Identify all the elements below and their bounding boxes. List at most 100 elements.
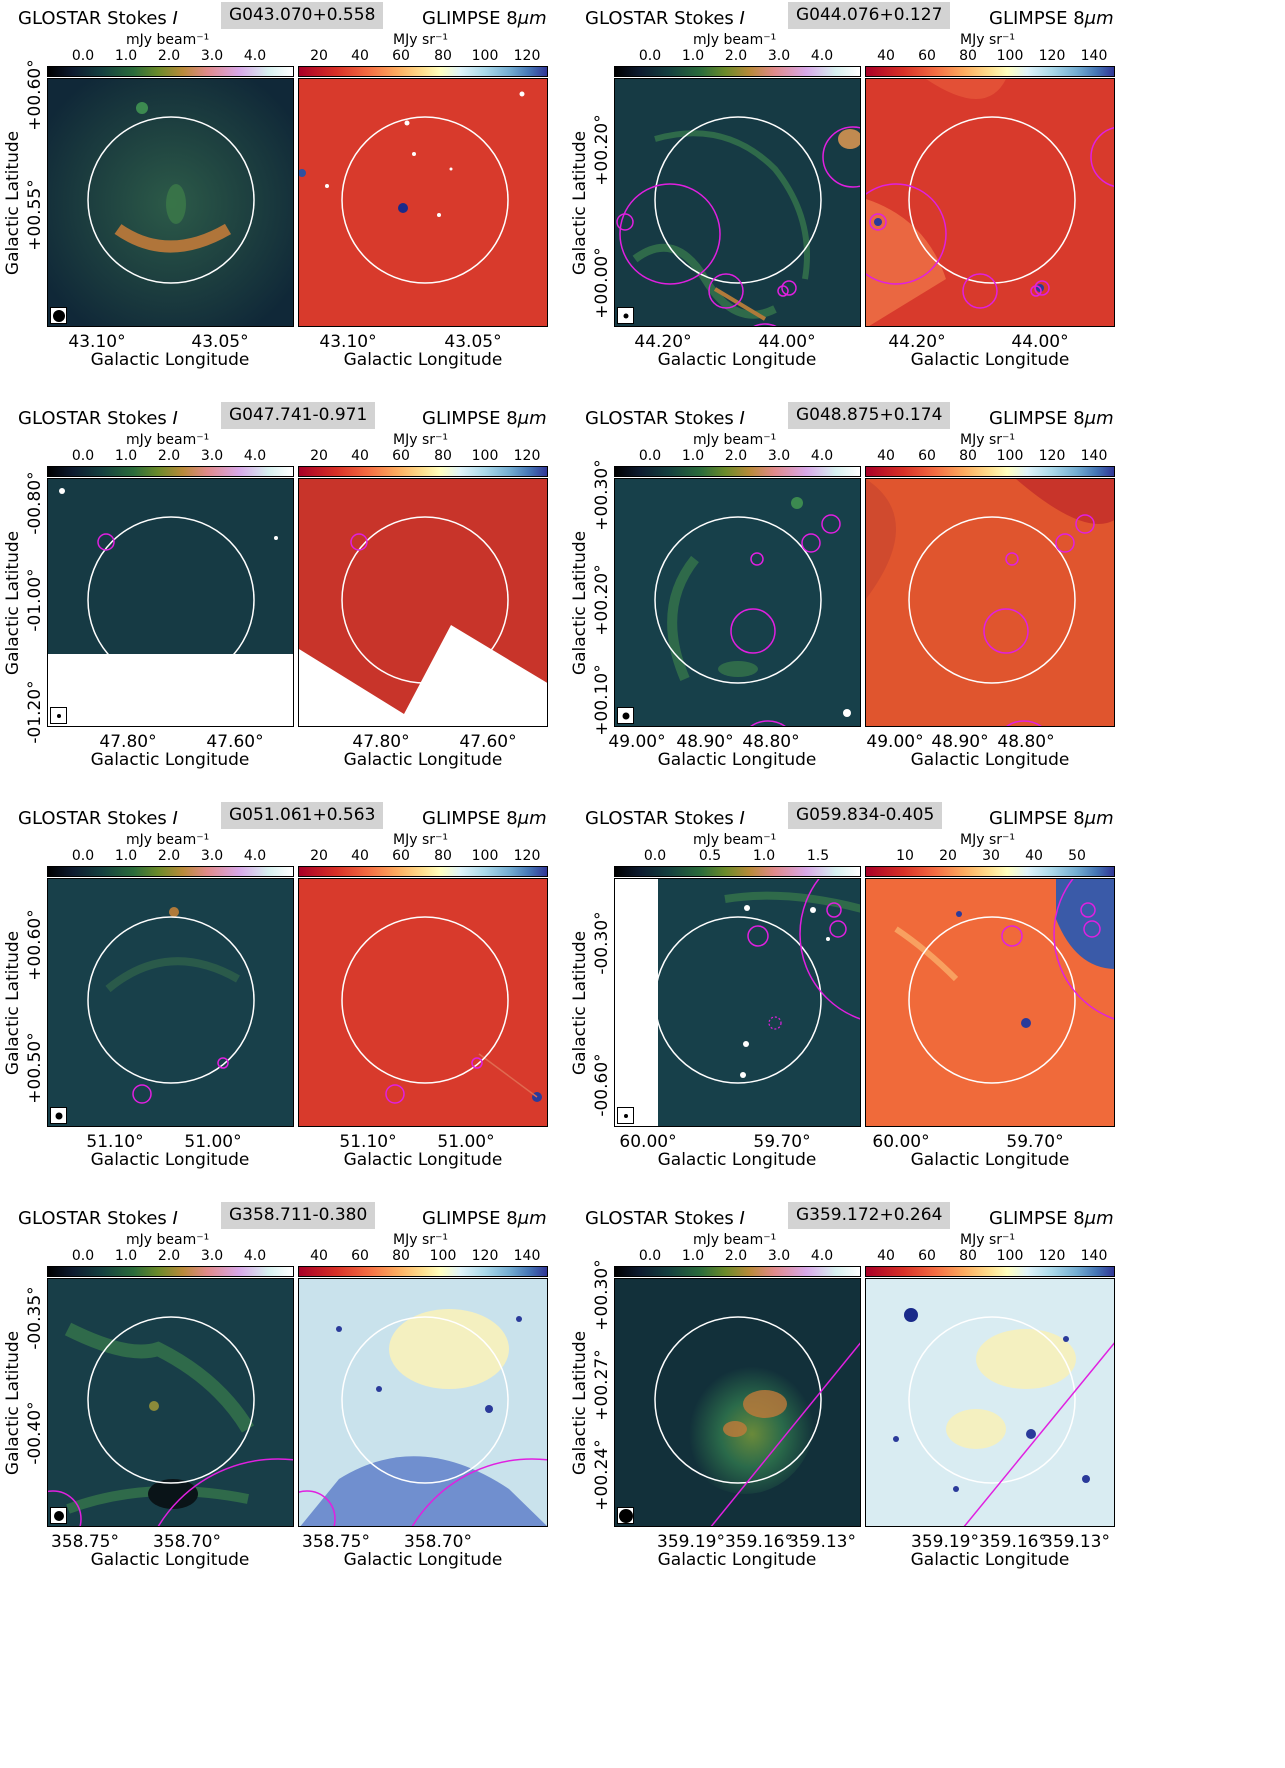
ir-tick: 40 bbox=[1025, 848, 1043, 864]
radio-colorbar bbox=[614, 1266, 861, 1277]
radio-panel bbox=[47, 878, 294, 1127]
x-tick: 43.05° bbox=[191, 332, 249, 352]
radio-colorbar bbox=[47, 466, 294, 477]
ir-tick: 60 bbox=[918, 448, 936, 464]
radio-tick: 4.0 bbox=[810, 1248, 834, 1264]
x-tick: 44.00° bbox=[758, 332, 816, 352]
ir-panel bbox=[298, 1278, 548, 1527]
radio-tick: 3.0 bbox=[200, 448, 224, 464]
radio-panel bbox=[47, 478, 294, 727]
radio-unit: mJy beam⁻¹ bbox=[126, 832, 210, 848]
y-tick: -00.35° bbox=[25, 1286, 45, 1350]
radio-colorbar bbox=[47, 1266, 294, 1277]
radio-tick: 3.0 bbox=[200, 1248, 224, 1264]
beam-marker bbox=[617, 707, 634, 724]
figure-2: GLOSTAR Stokes I G047.741-0.971 GLIMPSE … bbox=[0, 400, 640, 840]
ir-panel bbox=[298, 78, 548, 327]
y-axis-label: Galactic Latitude bbox=[570, 530, 590, 675]
beam-marker bbox=[617, 1107, 634, 1124]
source-name: G043.070+0.558 bbox=[221, 2, 384, 29]
y-axis-label: Galactic Latitude bbox=[3, 930, 23, 1075]
ir-tick: 10 bbox=[896, 848, 914, 864]
x-tick: 51.10° bbox=[86, 1132, 144, 1152]
source-name: G358.711-0.380 bbox=[221, 1202, 376, 1229]
x-tick: 43.05° bbox=[444, 332, 502, 352]
radio-colorbar bbox=[614, 866, 861, 877]
x-axis-label: Galactic Longitude bbox=[657, 350, 817, 370]
radio-tick: 2.0 bbox=[157, 1248, 181, 1264]
ir-colorbar bbox=[865, 466, 1115, 477]
radio-tick: 3.0 bbox=[767, 448, 791, 464]
ir-colorbar bbox=[865, 866, 1115, 877]
beam-marker bbox=[50, 1107, 67, 1124]
ir-panel bbox=[298, 478, 548, 727]
ir-tick: 60 bbox=[351, 1248, 369, 1264]
x-tick: 359.13° bbox=[788, 1532, 856, 1552]
x-axis-label: Galactic Longitude bbox=[910, 1550, 1070, 1570]
figure-4: GLOSTAR Stokes I G051.061+0.563 GLIMPSE … bbox=[0, 800, 640, 1240]
radio-title: GLOSTAR Stokes I bbox=[18, 808, 178, 829]
ir-tick: 80 bbox=[959, 448, 977, 464]
ir-tick: 120 bbox=[471, 1248, 499, 1264]
beam-marker bbox=[617, 1507, 634, 1524]
ir-tick: 40 bbox=[877, 48, 895, 64]
radio-tick: 1.0 bbox=[752, 848, 776, 864]
x-tick: 47.80° bbox=[99, 732, 157, 752]
x-tick: 358.75° bbox=[302, 1532, 370, 1552]
radio-panel bbox=[47, 78, 294, 327]
radio-title: GLOSTAR Stokes I bbox=[585, 8, 745, 29]
radio-colorbar bbox=[614, 466, 861, 477]
radio-tick: 3.0 bbox=[767, 1248, 791, 1264]
x-tick: 48.80° bbox=[997, 732, 1055, 752]
x-tick: 49.00° bbox=[866, 732, 924, 752]
radio-tick: 4.0 bbox=[243, 448, 267, 464]
ir-tick: 100 bbox=[471, 848, 499, 864]
radio-colorbar bbox=[47, 866, 294, 877]
radio-tick: 1.0 bbox=[681, 448, 705, 464]
ir-tick: 30 bbox=[982, 848, 1000, 864]
ir-tick: 40 bbox=[351, 48, 369, 64]
x-tick: 49.00° bbox=[608, 732, 666, 752]
ir-unit: MJy sr⁻¹ bbox=[393, 432, 448, 448]
beam-marker bbox=[50, 307, 67, 324]
ir-tick: 120 bbox=[513, 48, 541, 64]
ir-tick: 60 bbox=[918, 48, 936, 64]
ir-colorbar bbox=[298, 66, 548, 77]
ir-title: GLIMPSE 8μm bbox=[989, 1208, 1114, 1229]
y-tick: +00.60° bbox=[25, 909, 45, 981]
radio-unit: mJy beam⁻¹ bbox=[693, 1232, 777, 1248]
radio-title: GLOSTAR Stokes I bbox=[18, 408, 178, 429]
ir-tick: 140 bbox=[1080, 48, 1108, 64]
ir-tick: 140 bbox=[513, 1248, 541, 1264]
radio-tick: 4.0 bbox=[243, 1248, 267, 1264]
x-tick: 359.19° bbox=[657, 1532, 725, 1552]
radio-tick: 0.0 bbox=[71, 48, 95, 64]
x-tick: 59.70° bbox=[1006, 1132, 1064, 1152]
radio-panel bbox=[614, 878, 861, 1127]
ir-tick: 80 bbox=[434, 48, 452, 64]
x-axis-label: Galactic Longitude bbox=[657, 1550, 817, 1570]
ir-tick: 120 bbox=[513, 448, 541, 464]
radio-tick: 1.0 bbox=[114, 48, 138, 64]
radio-tick: 1.0 bbox=[681, 1248, 705, 1264]
y-axis-label: Galactic Latitude bbox=[570, 930, 590, 1075]
x-axis-label: Galactic Longitude bbox=[910, 750, 1070, 770]
x-axis-label: Galactic Longitude bbox=[343, 1550, 503, 1570]
y-tick: +00.24° bbox=[592, 1439, 612, 1511]
x-tick: 359.13° bbox=[1042, 1532, 1110, 1552]
y-axis-label: Galactic Latitude bbox=[3, 130, 23, 275]
ir-tick: 80 bbox=[959, 1248, 977, 1264]
x-axis-label: Galactic Longitude bbox=[343, 750, 503, 770]
x-tick: 359.16° bbox=[979, 1532, 1047, 1552]
ir-colorbar bbox=[298, 866, 548, 877]
radio-title: GLOSTAR Stokes I bbox=[585, 808, 745, 829]
x-axis-label: Galactic Longitude bbox=[657, 1150, 817, 1170]
x-tick: 48.90° bbox=[676, 732, 734, 752]
ir-title: GLIMPSE 8μm bbox=[989, 808, 1114, 829]
x-tick: 60.00° bbox=[619, 1132, 677, 1152]
ir-tick: 80 bbox=[959, 48, 977, 64]
y-tick: +00.55° bbox=[25, 179, 45, 251]
ir-tick: 40 bbox=[351, 448, 369, 464]
radio-tick: 1.0 bbox=[114, 1248, 138, 1264]
y-axis-label: Galactic Latitude bbox=[570, 1330, 590, 1475]
